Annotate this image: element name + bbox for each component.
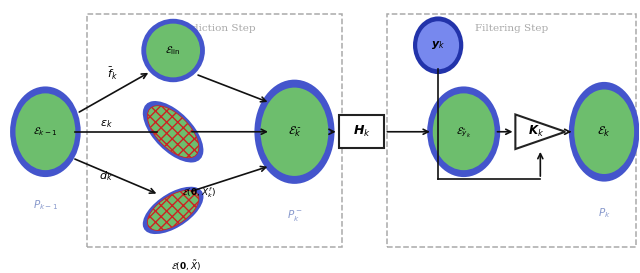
Ellipse shape — [427, 87, 500, 177]
Ellipse shape — [143, 101, 204, 162]
Ellipse shape — [147, 106, 199, 158]
Text: $\mathcal{E}_{\bar{k}}$: $\mathcal{E}_{\bar{k}}$ — [287, 125, 301, 139]
Ellipse shape — [413, 16, 463, 74]
Ellipse shape — [255, 80, 335, 184]
Text: $P_k^-$: $P_k^-$ — [287, 208, 302, 223]
Ellipse shape — [143, 187, 204, 234]
Text: $\boldsymbol{H}_k$: $\boldsymbol{H}_k$ — [353, 124, 371, 139]
Text: Filtering Step: Filtering Step — [475, 24, 548, 33]
Text: $\mathcal{E}_{\hat{y}_k}$: $\mathcal{E}_{\hat{y}_k}$ — [456, 125, 472, 139]
Text: $P_k$: $P_k$ — [598, 206, 611, 220]
Ellipse shape — [417, 21, 459, 69]
Text: $\boldsymbol{K}_k$: $\boldsymbol{K}_k$ — [528, 124, 545, 139]
Ellipse shape — [141, 19, 205, 82]
Ellipse shape — [433, 93, 495, 170]
Ellipse shape — [574, 90, 634, 174]
Ellipse shape — [15, 93, 76, 170]
Text: $\varepsilon_k$: $\varepsilon_k$ — [100, 118, 113, 130]
Text: $\mathcal{E}(\mathbf{0}, \tilde{X})$: $\mathcal{E}(\mathbf{0}, \tilde{X})$ — [171, 258, 201, 273]
Polygon shape — [515, 114, 565, 149]
Text: $\boldsymbol{y}_k$: $\boldsymbol{y}_k$ — [431, 39, 445, 51]
Ellipse shape — [260, 88, 328, 176]
Text: $\mathcal{E}_k$: $\mathcal{E}_k$ — [597, 125, 611, 139]
Text: $d_k$: $d_k$ — [99, 170, 113, 183]
Text: $\mathcal{E}(\mathbf{0}, X_k^f)$: $\mathcal{E}(\mathbf{0}, X_k^f)$ — [182, 185, 216, 200]
Text: Prediction Step: Prediction Step — [174, 24, 255, 33]
FancyBboxPatch shape — [339, 115, 385, 148]
Ellipse shape — [147, 190, 199, 230]
Text: $\mathcal{E}_{\mathrm{lin}}$: $\mathcal{E}_{\mathrm{lin}}$ — [165, 44, 181, 57]
Ellipse shape — [146, 23, 200, 77]
Text: $\mathcal{E}_{k-1}$: $\mathcal{E}_{k-1}$ — [33, 125, 58, 138]
Text: $P_{k-1}$: $P_{k-1}$ — [33, 198, 58, 212]
Ellipse shape — [10, 87, 81, 177]
Text: $\bar{f}_{k}$: $\bar{f}_{k}$ — [107, 66, 118, 82]
Ellipse shape — [569, 82, 639, 182]
